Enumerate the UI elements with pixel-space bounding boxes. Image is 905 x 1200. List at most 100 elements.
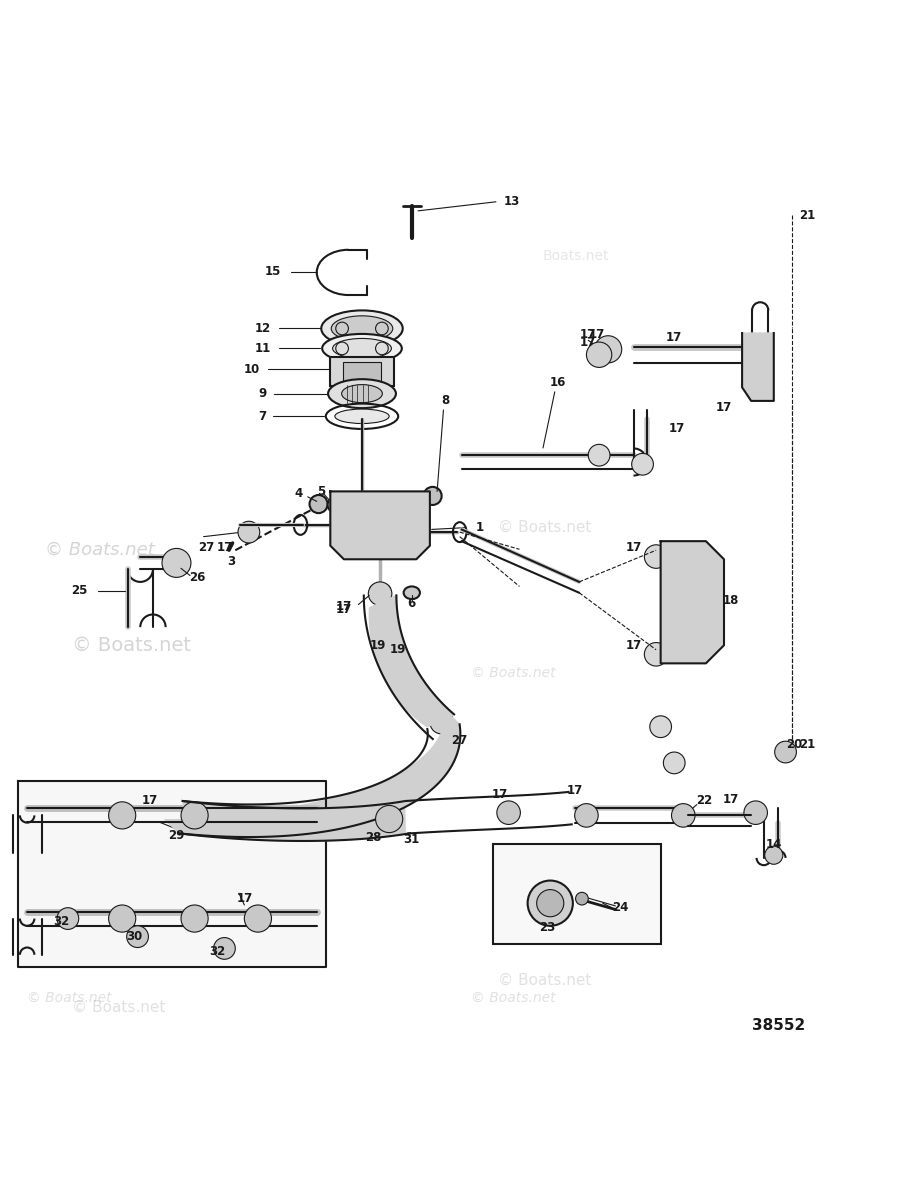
Text: 15: 15 [265,265,281,278]
Circle shape [586,342,612,367]
Circle shape [238,521,260,542]
Circle shape [162,548,191,577]
Text: 17: 17 [666,331,682,344]
Text: 17: 17 [580,329,596,341]
Text: 17: 17 [723,792,739,805]
Text: 18: 18 [723,594,739,606]
Circle shape [368,582,392,606]
Text: 21: 21 [799,209,815,222]
Circle shape [595,336,622,362]
Text: 27: 27 [198,541,214,554]
Circle shape [181,905,208,932]
Text: 24: 24 [612,901,628,914]
Text: 17: 17 [336,600,352,613]
Circle shape [376,805,403,833]
Text: 12: 12 [254,322,271,335]
Text: 31: 31 [403,833,419,846]
Text: © Boats.net: © Boats.net [471,991,556,1006]
Text: 8: 8 [441,395,450,407]
Text: 16: 16 [549,377,566,389]
Ellipse shape [329,379,396,408]
Text: 17: 17 [236,892,252,905]
Text: 4: 4 [294,487,303,499]
Text: 5: 5 [317,485,326,498]
Polygon shape [18,781,326,966]
Circle shape [430,710,453,734]
Text: © Boats.net: © Boats.net [45,541,155,559]
Text: 19: 19 [370,638,386,652]
Circle shape [588,444,610,466]
Polygon shape [330,491,430,559]
Bar [493,845,661,944]
Text: 7: 7 [259,409,266,422]
Circle shape [575,804,598,827]
Text: 9: 9 [258,388,267,400]
Text: 17: 17 [669,421,685,434]
Circle shape [424,487,442,505]
Text: © Boats.net: © Boats.net [27,991,112,1006]
FancyBboxPatch shape [343,362,381,382]
Text: 19: 19 [390,643,406,656]
Circle shape [57,907,79,930]
Text: © Boats.net: © Boats.net [72,1000,166,1015]
Circle shape [497,800,520,824]
Text: Boats.net: Boats.net [525,930,578,940]
Circle shape [181,802,208,829]
Text: 13: 13 [503,196,519,209]
Text: © Boats.net: © Boats.net [72,636,191,655]
Circle shape [109,905,136,932]
Circle shape [672,804,695,827]
Polygon shape [369,595,454,727]
Ellipse shape [335,409,389,424]
Text: 30: 30 [126,930,142,943]
Text: 6: 6 [407,598,416,610]
Polygon shape [183,802,405,841]
Text: 20: 20 [786,738,803,751]
Text: 17: 17 [625,541,642,554]
Text: 17: 17 [216,541,233,554]
Text: 17: 17 [491,788,508,802]
Polygon shape [661,541,724,664]
Circle shape [127,926,148,948]
Text: 17: 17 [141,794,157,808]
Text: 21: 21 [799,738,815,751]
Text: 22: 22 [696,794,712,808]
Circle shape [665,562,689,584]
Circle shape [310,496,328,514]
Circle shape [744,800,767,824]
Text: 27: 27 [452,733,468,746]
Ellipse shape [333,338,392,359]
Polygon shape [165,710,461,838]
Text: 17: 17 [589,329,605,341]
Text: 32: 32 [53,914,70,928]
Text: 1: 1 [476,521,483,534]
Text: 17: 17 [336,602,352,616]
Circle shape [109,802,136,829]
Text: 17: 17 [625,638,642,652]
Ellipse shape [331,316,393,341]
Ellipse shape [322,334,402,362]
Text: 11: 11 [254,342,271,355]
Circle shape [644,545,668,569]
Circle shape [765,846,783,864]
Circle shape [775,742,796,763]
Text: 28: 28 [365,830,381,844]
Circle shape [644,642,668,666]
Text: © Boats.net: © Boats.net [498,520,591,535]
Text: 25: 25 [71,584,88,598]
Text: 3: 3 [228,554,235,568]
Circle shape [632,454,653,475]
Text: 10: 10 [243,362,260,376]
Circle shape [748,342,773,367]
Text: 17: 17 [580,336,596,348]
Text: 17: 17 [716,401,732,414]
Text: © Boats.net: © Boats.net [498,973,591,988]
Circle shape [665,617,689,641]
Ellipse shape [342,385,383,403]
Polygon shape [742,334,774,401]
Text: 26: 26 [189,571,205,584]
FancyBboxPatch shape [330,358,394,386]
Circle shape [244,905,272,932]
Ellipse shape [404,587,420,599]
Text: 14: 14 [766,838,782,851]
